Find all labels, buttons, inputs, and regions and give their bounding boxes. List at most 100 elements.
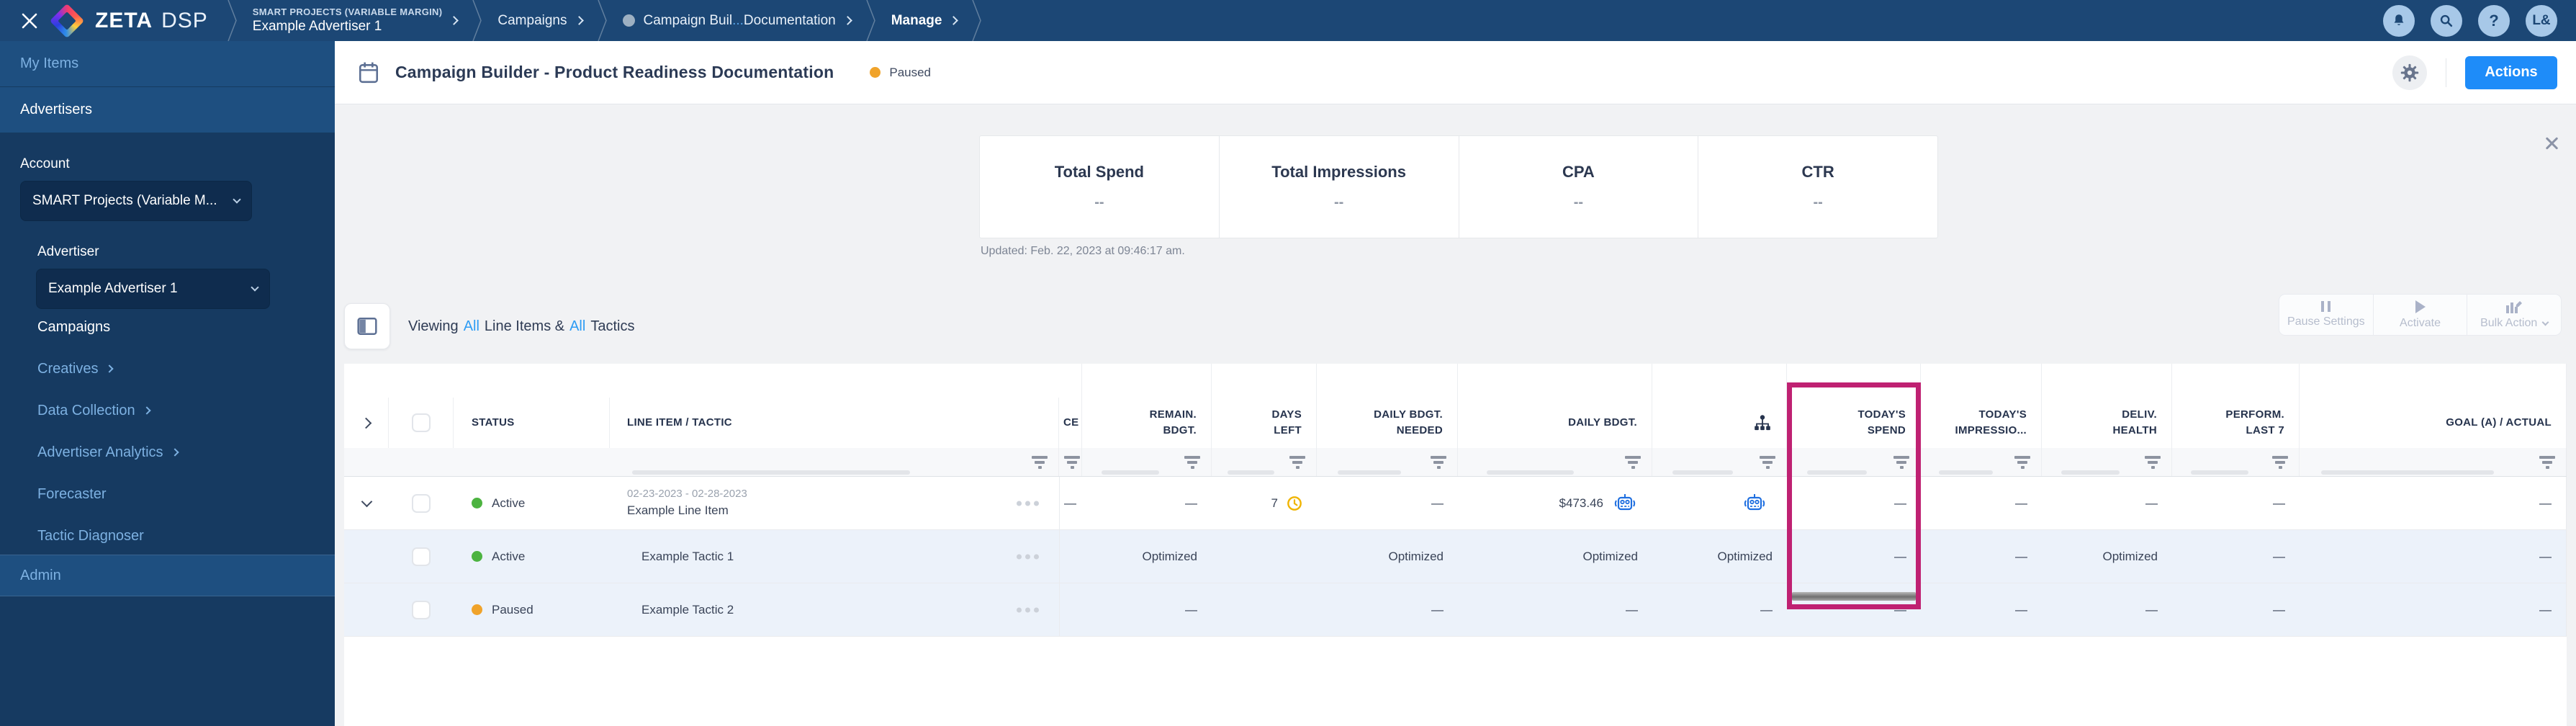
stat-ctr: CTR -- — [1698, 136, 1937, 238]
todays-spend-cell: — — [1894, 602, 1906, 617]
pause-settings-label: Pause Settings — [2287, 315, 2365, 328]
filter-goal-actual[interactable] — [2300, 448, 2567, 476]
dismiss-stats-icon[interactable] — [2541, 133, 2562, 153]
breadcrumb-campaigns[interactable]: Campaigns — [483, 13, 596, 29]
top-navigation-bar: ZETA DSP SMART PROJECTS (VARIABLE MARGIN… — [0, 0, 2576, 41]
filter-pace[interactable] — [1059, 448, 1082, 476]
advertiser-select[interactable]: Example Advertiser 1 — [36, 269, 270, 309]
sidebar-navigation: My Items Advertisers Account SMART Proje… — [0, 41, 335, 726]
notifications-button[interactable] — [2383, 4, 2415, 37]
stat-label: CPA — [1562, 163, 1595, 181]
expand-all-toggle[interactable] — [344, 398, 389, 448]
help-button[interactable]: ? — [2478, 4, 2510, 37]
column-header-todays-spend[interactable]: TODAY'S SPEND — [1787, 398, 1921, 448]
status-label: Active — [492, 496, 526, 510]
chevron-right-icon — [574, 16, 584, 25]
filter-performance[interactable] — [2172, 448, 2300, 476]
paused-status-dot-icon — [472, 604, 482, 615]
sidebar-item-creatives[interactable]: Creatives — [0, 348, 335, 390]
breadcrumb-separator — [228, 0, 237, 41]
stat-label: Total Spend — [1054, 163, 1144, 181]
collapse-row-toggle[interactable] — [344, 477, 389, 529]
chevron-right-icon — [105, 364, 114, 373]
sidebar-item-advertiser-analytics[interactable]: Advertiser Analytics — [0, 431, 335, 473]
view-settings-button[interactable] — [344, 303, 390, 349]
stat-value: -- — [1813, 194, 1823, 210]
active-status-dot-icon — [472, 551, 482, 562]
column-header-status[interactable]: STATUS — [454, 398, 610, 448]
line-item-name-cell[interactable]: 02-23-2023 - 02-28-2023 Example Line Ite… — [610, 477, 1059, 529]
todays-spend-cell: — — [1894, 549, 1906, 563]
stat-total-impressions: Total Impressions -- — [1220, 136, 1459, 238]
column-header-delivery-health[interactable]: DELIV. HEALTH — [2042, 398, 2172, 448]
column-header-goal-actual[interactable]: GOAL (A) / ACTUAL — [2300, 398, 2567, 448]
sidebar-item-my-items[interactable]: My Items — [0, 41, 335, 87]
checkbox-icon — [412, 600, 431, 619]
settings-button[interactable] — [2392, 55, 2427, 90]
account-select[interactable]: SMART Projects (Variable M... — [20, 181, 252, 221]
stat-value: -- — [1333, 194, 1344, 210]
scrollbar-track — [1939, 470, 1994, 475]
column-header-remaining-budget[interactable]: REMAIN. BDGT. — [1082, 398, 1212, 448]
filter-todays-impressions[interactable] — [1921, 448, 2042, 476]
tactic-name-cell[interactable]: Example Tactic 2 — [610, 583, 1059, 636]
sidebar-item-tactic-diagnoser[interactable]: Tactic Diagnoser — [0, 515, 335, 557]
user-avatar[interactable]: L& — [2526, 4, 2557, 37]
filter-daily-budget[interactable] — [1458, 448, 1652, 476]
pause-settings-button[interactable]: Pause Settings — [2279, 295, 2374, 335]
table-row-tactic-2[interactable]: Paused Example Tactic 2 — — — — — — — — … — [344, 583, 2567, 637]
column-header-daily-budget[interactable]: DAILY BDGT. — [1458, 398, 1652, 448]
column-header-todays-impressions[interactable]: TODAY'S IMPRESSIO... — [1921, 398, 2042, 448]
sidebar-advertisers-label: Advertisers — [20, 102, 93, 117]
delivery-health-cell: Optimized — [2102, 549, 2158, 563]
row-menu-button[interactable] — [1017, 607, 1039, 612]
sidebar-item-campaigns[interactable]: Campaigns — [0, 306, 335, 348]
bulk-action-button[interactable]: Bulk Action — [2467, 295, 2561, 335]
sidebar-item-data-collection[interactable]: Data Collection — [0, 390, 335, 431]
sidebar-item-admin[interactable]: Admin — [0, 555, 335, 596]
viewing-all-line-items-link[interactable]: All — [463, 318, 479, 334]
row-menu-button[interactable] — [1017, 501, 1039, 506]
actions-button[interactable]: Actions — [2465, 55, 2557, 89]
filter-remaining-budget[interactable] — [1082, 448, 1212, 476]
activate-button[interactable]: Activate — [2374, 295, 2468, 335]
column-header-daily-budget-needed[interactable]: DAILY BDGT. NEEDED — [1317, 398, 1458, 448]
filter-todays-spend[interactable] — [1787, 448, 1921, 476]
sidebar-item-label: Forecaster — [37, 485, 107, 502]
row-checkbox[interactable] — [389, 583, 454, 636]
column-header-line-item[interactable]: LINE ITEM / TACTIC — [610, 398, 1059, 448]
column-header-pace-clipped[interactable]: CE — [1059, 398, 1082, 448]
breadcrumb-campaign[interactable]: Campaign Buil...Documentation — [608, 13, 865, 29]
filter-optimization[interactable] — [1652, 448, 1787, 476]
table-header-row: STATUS LINE ITEM / TACTIC CE REMAIN. BDGT… — [344, 398, 2567, 448]
viewing-all-tactics-link[interactable]: All — [569, 318, 586, 334]
scrollbar-track — [1101, 470, 1160, 475]
table-row-tactic-1[interactable]: Active Example Tactic 1 Optimized Optimi… — [344, 530, 2567, 583]
filter-daily-budget-needed[interactable] — [1317, 448, 1458, 476]
select-all-checkbox[interactable] — [389, 398, 454, 448]
column-header-days-left[interactable]: DAYS LEFT — [1212, 398, 1317, 448]
tactic-name-cell[interactable]: Example Tactic 1 — [610, 530, 1059, 583]
column-header-performance-last-7[interactable]: PERFORM. LAST 7 — [2172, 398, 2300, 448]
breadcrumb-manage[interactable]: Manage — [877, 13, 972, 29]
breadcrumb-account-advertiser[interactable]: SMART PROJECTS (VARIABLE MARGIN) Example… — [238, 6, 472, 35]
sidebar-item-advertisers[interactable]: Advertisers — [0, 87, 335, 133]
filter-delivery-health[interactable] — [2042, 448, 2172, 476]
sidebar-item-forecaster[interactable]: Forecaster — [0, 473, 335, 515]
row-checkbox[interactable] — [389, 477, 454, 529]
search-button[interactable] — [2431, 4, 2462, 37]
filter-icon — [2272, 455, 2288, 469]
column-header-optimization[interactable] — [1652, 398, 1787, 448]
row-checkbox[interactable] — [389, 530, 454, 583]
filter-line-item[interactable] — [610, 448, 1059, 476]
stat-label: Total Impressions — [1271, 163, 1406, 181]
columns-icon — [357, 318, 377, 335]
table-row-line-item[interactable]: Active 02-23-2023 - 02-28-2023 Example L… — [344, 477, 2567, 530]
viewing-word: Tactics — [590, 318, 635, 334]
pause-icon — [2321, 301, 2331, 312]
status-cell: Active — [454, 477, 610, 529]
row-menu-button[interactable] — [1017, 554, 1039, 559]
close-icon[interactable] — [20, 12, 39, 30]
filter-days-left[interactable] — [1212, 448, 1317, 476]
pace-cell: — — [1059, 477, 1082, 529]
